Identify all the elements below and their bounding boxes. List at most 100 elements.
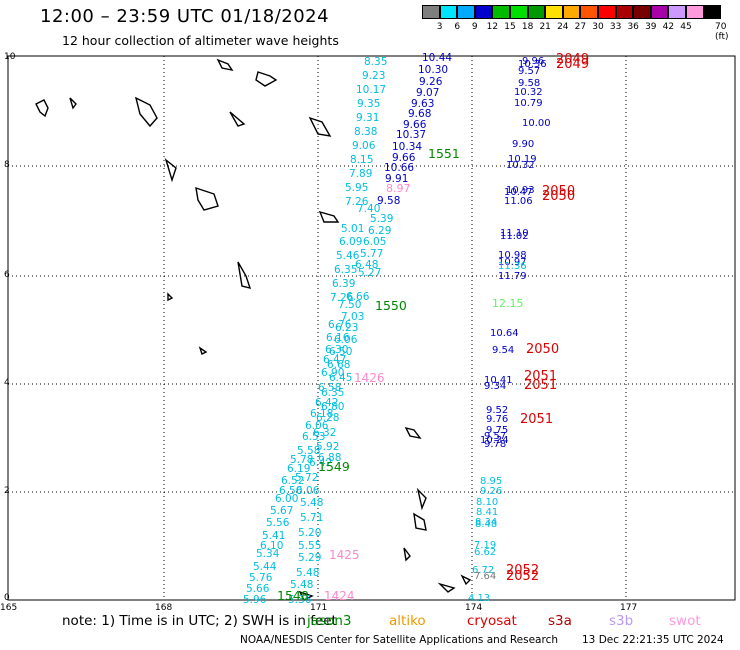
scale-swatch (598, 5, 616, 19)
satellite-pass-number: 2049 (556, 57, 590, 72)
island (437, 582, 456, 593)
island (255, 71, 278, 87)
wave-height-value: 6.62 (474, 547, 497, 558)
wave-height-value: 6.47 (323, 354, 347, 366)
latitude-tick-label: 10 (4, 52, 16, 62)
wave-height-value: 6.00 (275, 493, 299, 505)
wave-height-value: 10.32 (514, 87, 543, 98)
wave-height-value: 10.19 (508, 154, 537, 165)
island-outlines (35, 58, 472, 601)
scale-tick-label: 27 (574, 22, 587, 32)
scale-tick-label: 45 (680, 22, 692, 32)
wave-height-value: 5.76 (249, 572, 273, 584)
footer-credit: NOAA/NESDIS Center for Satellite Applica… (240, 634, 558, 646)
island (416, 487, 427, 511)
scale-tick-label: 30 (592, 22, 604, 32)
wave-height-value: 11.79 (498, 271, 527, 282)
wave-height-value: 7.64 (474, 571, 497, 582)
wave-height-value: 9.66 (403, 119, 427, 131)
scale-tick-label: 36 (627, 22, 639, 32)
wave-height-value: 9.78 (484, 439, 507, 450)
satellite-pass-number: 2051 (524, 378, 558, 393)
wave-height-value: 9.63 (411, 98, 435, 110)
wave-height-value: 5.27 (358, 267, 382, 279)
map-title: 12:00 – 23:59 UTC 01/18/2024 (40, 6, 330, 27)
wave-height-value: 6.66 (346, 291, 370, 303)
wave-height-value: 7.89 (349, 168, 373, 180)
scale-swatch (510, 5, 528, 19)
scale-swatch (703, 5, 722, 19)
island (164, 158, 177, 183)
scale-swatch (668, 5, 686, 19)
scale-tick-label: 39 (645, 22, 657, 32)
satellite-pass-number: 2050 (526, 342, 560, 357)
wave-height-value: 9.31 (356, 112, 380, 124)
satellite-pass-number: 2050 (542, 184, 576, 199)
scale-swatch (545, 5, 563, 19)
wave-height-value: 6.35 (334, 264, 358, 276)
satellite-legend-entry: jason3 (307, 613, 352, 629)
wave-height-value: 9.57 (484, 431, 507, 442)
wave-height-value: 6.18 (310, 408, 334, 420)
wave-height-value: 10.32 (506, 160, 535, 171)
wave-height-value: 12.15 (492, 297, 524, 310)
wave-height-value: 5.36 (288, 594, 312, 606)
satellite-pass-number: 2050 (542, 189, 576, 204)
wave-height-value: 6.06 (305, 420, 329, 432)
scale-swatch (422, 5, 440, 19)
wave-height-value: 6.28 (316, 412, 340, 424)
wave-height-value: 10.34 (480, 435, 509, 446)
longitude-tick-label: 174 (465, 603, 483, 613)
wave-height-value: 9.06 (352, 140, 376, 152)
wave-height-value: 10.98 (498, 250, 527, 261)
latitude-tick-label: 4 (4, 378, 10, 388)
wave-height-value: 5.56 (266, 517, 290, 529)
wave-height-value: 10.44 (422, 52, 453, 64)
island (403, 547, 411, 562)
wave-height-value: 11.10 (500, 228, 529, 239)
scale-unit-label: 70 (ft) (715, 22, 729, 42)
wave-height-value: 5.48 (296, 567, 320, 579)
wave-height-value: 9.76 (486, 414, 509, 425)
wave-height-value: 5.48 (300, 497, 324, 509)
scale-swatch (527, 5, 546, 19)
wave-height-value: 6.68 (327, 359, 351, 371)
wave-height-value: 8.10 (476, 497, 499, 508)
wave-height-value: 5.29 (298, 552, 322, 564)
island (237, 261, 252, 289)
wave-height-value: 6.39 (332, 278, 356, 290)
wave-height-value: 11.06 (504, 196, 533, 207)
scale-tick-label: 24 (557, 22, 569, 32)
wave-height-value: 10.97 (498, 257, 527, 268)
wave-height-value: 6.72 (472, 565, 495, 576)
island (35, 99, 49, 118)
longitude-tick-label: 168 (155, 603, 173, 613)
satellite-pass-number: 1426 (354, 371, 385, 385)
satellite-pass-number: 1551 (428, 146, 460, 161)
wave-height-value: 9.26 (480, 486, 503, 497)
wave-height-value: 5.01 (341, 223, 365, 235)
satellite-legend-entry: swot (669, 613, 701, 629)
wave-height-value: 5.46 (336, 250, 360, 262)
satellite-pass-number: 1548 (277, 588, 309, 603)
map-subtitle: 12 hour collection of altimeter wave hei… (62, 33, 339, 48)
wave-height-value: 6.19 (287, 463, 311, 475)
wave-height-value: 6.90 (321, 367, 345, 379)
wave-height-value: 10.36 (518, 59, 547, 70)
scale-swatch (439, 5, 458, 19)
wave-height-value: 9.90 (512, 139, 535, 150)
island (308, 116, 332, 137)
wave-height-value: 5.48 (290, 579, 314, 591)
scale-tick-label: 3 (436, 22, 443, 32)
scale-swatch (457, 5, 475, 19)
wave-height-value: 7.40 (357, 203, 381, 215)
wave-height-value: 6.06 (296, 485, 320, 497)
wave-height-value: 7.26 (330, 292, 354, 304)
wave-height-value: 10.30 (418, 64, 449, 76)
island (460, 574, 472, 586)
scale-swatch (474, 5, 493, 19)
wave-height-value: 9.52 (486, 405, 509, 416)
wave-height-value: 8.15 (350, 154, 374, 166)
wave-height-value: 10.66 (384, 162, 415, 174)
